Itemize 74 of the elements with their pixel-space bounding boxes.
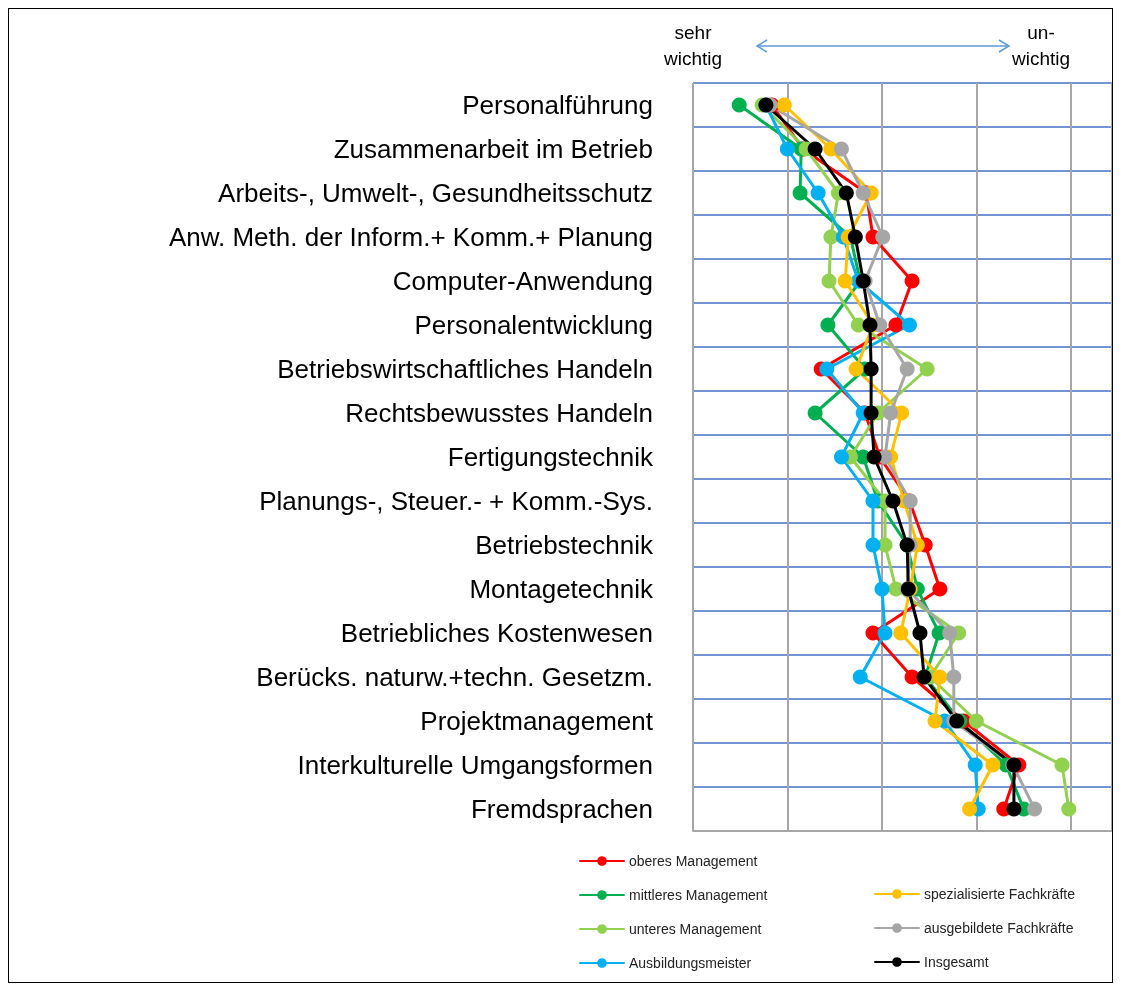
point — [932, 669, 948, 685]
point — [852, 669, 868, 685]
point — [792, 185, 808, 201]
point — [874, 581, 890, 597]
point — [904, 273, 920, 289]
point — [932, 581, 948, 597]
point — [919, 361, 935, 377]
point — [912, 625, 928, 641]
point — [776, 97, 792, 113]
legend-label: Ausbildungsmeister — [629, 955, 752, 971]
point — [893, 625, 909, 641]
point — [810, 185, 826, 201]
y-tick-label: Arbeits-, Umwelt-, Gesundheitsschutz — [218, 178, 653, 208]
y-tick-label: Anw. Meth. der Inform.+ Komm.+ Planung — [168, 222, 653, 252]
point — [779, 141, 795, 157]
point — [820, 317, 836, 333]
point — [1054, 757, 1070, 773]
y-tick-label: Interkulturelle Umgangsformen — [297, 750, 653, 780]
point — [865, 537, 881, 553]
point — [985, 757, 1001, 773]
point — [899, 361, 915, 377]
point — [863, 361, 879, 377]
point — [946, 669, 962, 685]
point — [927, 713, 943, 729]
y-tick-label: Planungs-, Steuer.- + Komm.-Sys. — [259, 486, 653, 516]
point — [866, 449, 882, 465]
y-tick-label: Computer-Anwendung — [392, 266, 653, 296]
point — [807, 141, 823, 157]
point — [1027, 801, 1043, 817]
point — [823, 229, 839, 245]
text: sehr wichtig — [662, 21, 724, 71]
point — [863, 405, 879, 421]
y-tick-label: Personalentwicklung — [414, 310, 653, 340]
point — [877, 625, 893, 641]
y-tick-label: Berücks. naturw.+techn. Gesetzm. — [256, 662, 653, 692]
point — [807, 405, 823, 421]
point — [821, 273, 837, 289]
point — [847, 229, 863, 245]
point — [819, 361, 835, 377]
y-tick-label: Projektmanagement — [420, 706, 654, 736]
y-tick-label: Betriebliches Kostenwesen — [340, 618, 653, 648]
point — [1061, 801, 1077, 817]
point — [967, 757, 983, 773]
point — [968, 713, 984, 729]
legend-label: oberes Management — [629, 853, 758, 869]
point — [833, 141, 849, 157]
point — [1006, 801, 1022, 817]
point — [848, 361, 864, 377]
point — [901, 317, 917, 333]
point — [865, 493, 881, 509]
y-tick-label: Personalführung — [462, 90, 653, 120]
legend-label: mittleres Management — [629, 887, 768, 903]
point — [837, 273, 853, 289]
y-tick-label: Fertigungstechnik — [447, 442, 654, 472]
point — [875, 229, 891, 245]
y-tick-label: Montagetechnik — [469, 574, 654, 604]
y-tick-label: Betriebstechnik — [475, 530, 654, 560]
legend-label: spezialisierte Fachkräfte — [924, 886, 1076, 902]
point — [838, 185, 854, 201]
point — [883, 405, 899, 421]
point — [833, 449, 849, 465]
y-tick-label: Rechtsbewusstes Handeln — [345, 398, 653, 428]
text: un-wichtig — [1010, 21, 1072, 71]
point — [888, 317, 904, 333]
legend-label: ausgebildete Fachkräfte — [924, 920, 1074, 936]
point — [962, 801, 978, 817]
legend-label: Insgesamt — [924, 954, 989, 970]
point — [942, 625, 958, 641]
point — [885, 493, 901, 509]
point — [731, 97, 747, 113]
y-tick-label: Betriebswirtschaftliches Handeln — [277, 354, 653, 384]
y-tick-label: Zusammenarbeit im Betrieb — [333, 134, 653, 164]
legend-label: unteres Management — [629, 921, 762, 937]
y-tick-label: Fremdsprachen — [470, 794, 653, 824]
